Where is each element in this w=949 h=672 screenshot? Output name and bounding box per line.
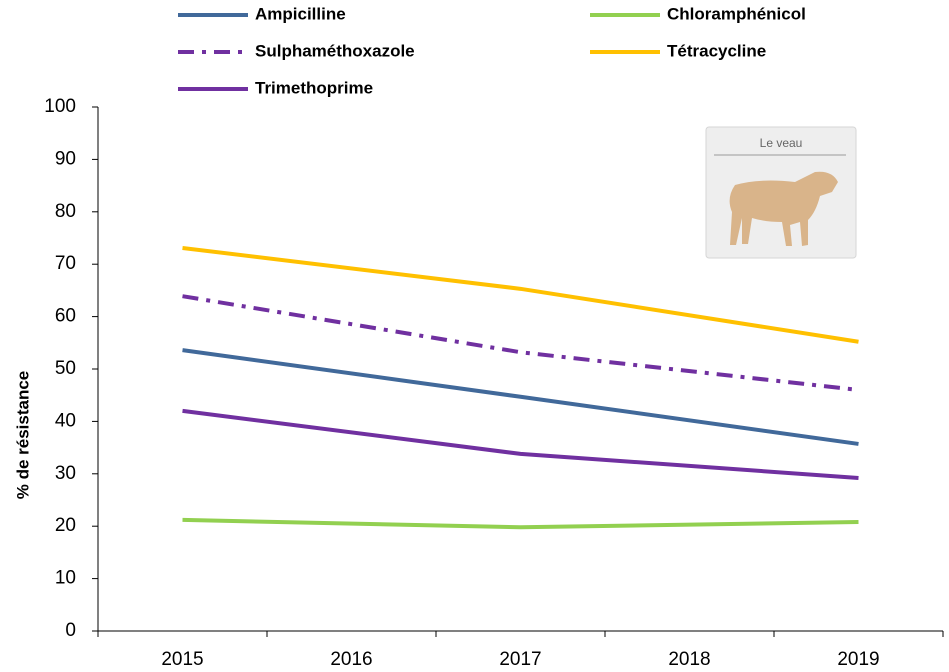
data-line	[182, 408, 859, 480]
y-tick-label: 30	[55, 463, 76, 484]
y-tick-label: 90	[55, 148, 76, 169]
x-tick-label: 2015	[161, 649, 203, 670]
y-axis-label: % de résistance	[13, 371, 32, 500]
x-tick-label: 2018	[668, 649, 710, 670]
legend-label: Ampicilline	[255, 4, 346, 23]
y-tick-label: 50	[55, 358, 76, 379]
x-tick-label: 2019	[837, 649, 879, 670]
x-tick-label: 2016	[330, 649, 372, 670]
data-line	[182, 245, 859, 344]
y-tick-label: 70	[55, 253, 76, 274]
legend-label: Sulphaméthoxazole	[255, 41, 415, 60]
calf-image: Le veau	[705, 126, 857, 259]
y-tick-label: 60	[55, 306, 76, 327]
data-line	[182, 517, 859, 530]
legend-label: Chloramphénicol	[667, 4, 806, 23]
y-tick-label: 80	[55, 201, 76, 222]
x-tick-label: 2017	[499, 649, 541, 670]
data-line	[182, 294, 859, 392]
image-caption: Le veau	[760, 136, 803, 150]
y-tick-label: 10	[55, 568, 76, 589]
legend-label: Tétracycline	[667, 41, 766, 60]
y-tick-label: 0	[65, 620, 76, 641]
y-tick-label: 20	[55, 515, 76, 536]
y-tick-label: 40	[55, 410, 76, 431]
legend-label: Trimethoprime	[255, 78, 373, 97]
calf	[729, 171, 838, 246]
data-line	[182, 348, 859, 446]
y-tick-label: 100	[44, 96, 76, 117]
